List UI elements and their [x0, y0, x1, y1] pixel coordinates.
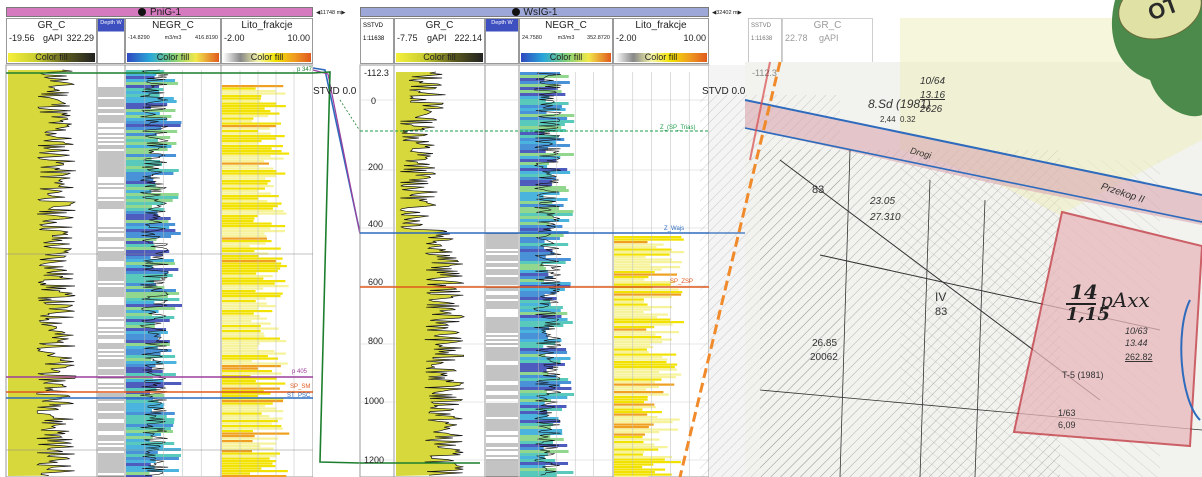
stvd-label-2: STVD 0.0	[702, 86, 746, 97]
gr-color-fill: Color fill	[8, 53, 95, 62]
track-header-lito-2[interactable]: Lito_frakcje -2.00 10.00 Color fill	[613, 18, 709, 64]
correlation-green	[312, 71, 361, 464]
orange-dashed-boundary	[678, 61, 782, 477]
track-header-depth-2[interactable]: SSTVD 1:11638	[360, 18, 394, 64]
track-header-depth-3[interactable]: SSTVD 1:11638	[748, 18, 782, 64]
mini-track-name: Depth W	[100, 20, 122, 26]
negr-curve-1	[126, 69, 202, 477]
cadastral-map[interactable]	[678, 0, 1202, 477]
well-symbol-icon	[137, 8, 146, 16]
lito-curve-2	[614, 72, 690, 477]
stvd-label-1: STVD 0.0	[313, 86, 357, 97]
track-header-lito-1[interactable]: Lito_frakcje -2.00 10.00 Color fill	[221, 18, 313, 64]
depth-label: 600	[368, 277, 384, 287]
well1-tracks	[5, 64, 314, 477]
track-name: GR_C	[37, 20, 66, 31]
marker-label-p405: p 405	[292, 369, 308, 375]
well2-tracks	[359, 64, 710, 477]
parcel-14[interactable]	[1012, 210, 1202, 448]
depth-label-3: -112.3	[752, 68, 777, 78]
depth-label: 1200	[364, 455, 385, 465]
depth-w-track-2	[486, 233, 518, 477]
marker-label-z-sp-trias: Z_(SP_Trias)	[660, 125, 696, 131]
well-symbol-icon	[511, 8, 520, 16]
track-header-negr-1[interactable]: NEGR_C -14.8290 m3/m3 416.8190 Color fill	[125, 18, 221, 64]
marker-label-sp-sm: SP_SM	[290, 384, 311, 390]
well-title-wsig1[interactable]: WsIG-1	[360, 7, 709, 18]
marker-label-z-wajs: Z_Wajs	[664, 226, 685, 232]
track-header-gr-1[interactable]: GR_C -19.56 gAPI 322.29 Color fill	[6, 18, 97, 64]
well-title-pnig1[interactable]: PniG-1	[6, 7, 313, 18]
track-header-mini-2[interactable]: Depth W	[485, 18, 519, 64]
depth-w-track-1	[98, 87, 124, 477]
depth-label: -112.3	[364, 68, 389, 78]
marker-label-st-psc: ST_PSC	[287, 393, 311, 399]
gr-curve-2	[396, 71, 466, 476]
track-header-mini-1[interactable]: Depth W	[97, 18, 125, 64]
distance-label-2: ◀32402 m▶	[712, 10, 742, 16]
correlation-purple	[312, 69, 361, 235]
depth-label: 1000	[364, 396, 385, 406]
track-header-gr-2[interactable]: GR_C -7.75 gAPI 222.14 Color fill	[394, 18, 485, 64]
track-header-negr-2[interactable]: NEGR_C 24.7580 m3/m3 352.8720 Color fill	[519, 18, 613, 64]
depth-label: 400	[368, 219, 384, 229]
marker-label-p347: p 347	[297, 67, 313, 73]
marker-label-sp-zsp: SP_ZSP	[670, 279, 694, 285]
gr-curve-1	[8, 69, 77, 476]
track-header-gr-3[interactable]: GR_C 22.78 gAPI	[782, 18, 873, 64]
depth-label: 800	[368, 336, 384, 346]
lito-curve-1	[222, 70, 295, 477]
depth-label: 200	[368, 162, 384, 172]
distance-label-1: ◀11748 m▶	[316, 10, 346, 16]
depth-label: 0	[371, 96, 377, 106]
